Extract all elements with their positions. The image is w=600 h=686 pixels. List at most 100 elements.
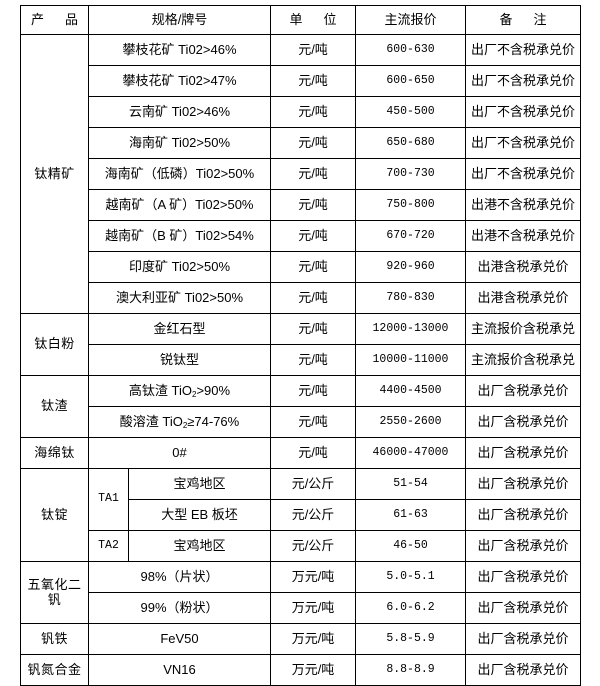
- remark-cell: 出厂含税承兑价: [465, 654, 581, 686]
- price-cell: 650-680: [355, 127, 466, 159]
- unit-cell: 万元/吨: [270, 623, 356, 655]
- spec-cell: 澳大利亚矿 Ti02>50%: [88, 282, 271, 314]
- spec-cell: 攀枝花矿 Ti02>46%: [88, 34, 271, 66]
- unit-cell: 元/吨: [270, 282, 356, 314]
- table-row: 钛精矿 攀枝花矿 Ti02>46% 元/吨 600-630 出厂不含税承兑价: [20, 34, 581, 314]
- product-name-cell: 钛锭: [20, 468, 89, 562]
- price-cell: 600-650: [355, 65, 466, 97]
- unit-cell: 元/吨: [270, 189, 356, 221]
- product-name-cell: 钛精矿: [20, 34, 89, 314]
- unit-cell: 元/吨: [270, 158, 356, 190]
- spec-cell: 海南矿 Ti02>50%: [88, 127, 271, 159]
- price-cell: 5.8-5.9: [355, 623, 466, 655]
- unit-cell: 元/吨: [270, 406, 356, 438]
- price-cell: 51-54: [355, 468, 466, 500]
- spec-cell: 越南矿（B 矿）Ti02>54%: [88, 220, 271, 252]
- product-name-cell: 钒铁: [20, 623, 89, 655]
- unit-cell: 元/吨: [270, 127, 356, 159]
- price-sheet: 产 品规格/牌号单 位主流报价备 注钛精矿 攀枝花矿 Ti02>46% 元/吨 600…: [20, 5, 581, 686]
- price-cell: 6.0-6.2: [355, 592, 466, 624]
- table-row: 99%（粉状） 万元/吨 6.0-6.2 出厂含税承兑价: [21, 592, 581, 624]
- grade-cell: TA1: [88, 468, 129, 531]
- product-name-cell: 钛渣: [20, 375, 89, 438]
- table-row: 钒氮合金 VN16 万元/吨 8.8-8.9 出厂含税承兑价: [20, 654, 581, 686]
- price-cell: 920-960: [355, 251, 466, 283]
- spec-cell: 高钛渣 TiO2>90%: [88, 375, 271, 407]
- table-row: 酸溶渣 TiO2≥74-76% 元/吨 2550-2600 出厂含税承兑价: [21, 406, 581, 438]
- remark-cell: 出厂含税承兑价: [465, 561, 581, 593]
- price-cell: 450-500: [355, 96, 466, 128]
- remark-cell: 出厂不含税承兑价: [465, 158, 581, 190]
- table-row: 钛渣 高钛渣 TiO2>90% 元/吨 4400-4500 出厂含税承兑价: [20, 375, 581, 438]
- price-cell: 670-720: [355, 220, 466, 252]
- titanium-vanadium-price-table: 产 品规格/牌号单 位主流报价备 注钛精矿 攀枝花矿 Ti02>46% 元/吨 600…: [20, 5, 581, 686]
- price-cell: 12000-13000: [355, 313, 466, 345]
- remark-cell: 出厂含税承兑价: [465, 499, 581, 531]
- unit-cell: 元/吨: [270, 34, 356, 66]
- remark-cell: 出港不含税承兑价: [465, 220, 581, 252]
- spec-cell: 大型 EB 板坯: [128, 499, 271, 531]
- spec-cell: 云南矿 Ti02>46%: [88, 96, 271, 128]
- table-row: 海南矿 Ti02>50% 元/吨 650-680 出厂不含税承兑价: [21, 127, 581, 159]
- unit-cell: 元/吨: [270, 65, 356, 97]
- unit-cell: 元/吨: [270, 344, 356, 376]
- remark-cell: 出港含税承兑价: [465, 282, 581, 314]
- table-row: 五氧化二钒 98%（片状） 万元/吨 5.0-5.1 出厂含税承兑价: [20, 561, 581, 624]
- table-row: 攀枝花矿 Ti02>47% 元/吨 600-650 出厂不含税承兑价: [21, 65, 581, 97]
- remark-cell: 出厂含税承兑价: [465, 530, 581, 562]
- product-name-cell: 钒氮合金: [20, 654, 89, 686]
- price-cell: 8.8-8.9: [355, 654, 466, 686]
- price-cell: 4400-4500: [355, 375, 466, 407]
- unit-cell: 元/吨: [270, 437, 356, 469]
- product-name-cell: 海绵钛: [20, 437, 89, 469]
- unit-cell: 元/吨: [270, 220, 356, 252]
- table-row: 锐钛型 元/吨 10000-11000 主流报价含税承兑: [21, 344, 581, 376]
- header-remark: 备 注: [465, 5, 581, 35]
- spec-cell: 海南矿（低磷）Ti02>50%: [88, 158, 271, 190]
- price-cell: 700-730: [355, 158, 466, 190]
- remark-cell: 出厂含税承兑价: [465, 468, 581, 500]
- unit-cell: 万元/吨: [270, 654, 356, 686]
- table-row: 印度矿 Ti02>50% 元/吨 920-960 出港含税承兑价: [21, 251, 581, 283]
- unit-cell: 元/公斤: [270, 499, 356, 531]
- unit-cell: 元/吨: [270, 96, 356, 128]
- spec-cell: 0#: [88, 437, 271, 469]
- header-price: 主流报价: [355, 5, 466, 35]
- table-row: 海绵钛 0# 元/吨 46000-47000 出厂含税承兑价: [20, 437, 581, 469]
- spec-cell: 99%（粉状）: [88, 592, 271, 624]
- table-row: 越南矿（A 矿）Ti02>50% 元/吨 750-800 出港不含税承兑价: [21, 189, 581, 221]
- table-row: TA2 宝鸡地区 元/公斤 46-50 出厂含税承兑价: [21, 530, 581, 562]
- product-name-cell: 钛白粉: [20, 313, 89, 376]
- spec-cell: 攀枝花矿 Ti02>47%: [88, 65, 271, 97]
- table-row: 钛白粉 金红石型 元/吨 12000-13000 主流报价含税承兑: [20, 313, 581, 376]
- spec-cell: VN16: [88, 654, 271, 686]
- remark-cell: 出厂不含税承兑价: [465, 96, 581, 128]
- price-cell: 61-63: [355, 499, 466, 531]
- table-row: 海南矿（低磷）Ti02>50% 元/吨 700-730 出厂不含税承兑价: [21, 158, 581, 190]
- unit-cell: 元/吨: [270, 313, 356, 345]
- table-row: 越南矿（B 矿）Ti02>54% 元/吨 670-720 出港不含税承兑价: [21, 220, 581, 252]
- spec-cell: 金红石型: [88, 313, 271, 345]
- remark-cell: 出厂不含税承兑价: [465, 127, 581, 159]
- price-cell: 780-830: [355, 282, 466, 314]
- price-cell: 46000-47000: [355, 437, 466, 469]
- price-cell: 5.0-5.1: [355, 561, 466, 593]
- spec-cell: 酸溶渣 TiO2≥74-76%: [88, 406, 271, 438]
- spec-cell: FeV50: [88, 623, 271, 655]
- remark-cell: 出厂含税承兑价: [465, 406, 581, 438]
- table-row: 澳大利亚矿 Ti02>50% 元/吨 780-830 出港含税承兑价: [21, 282, 581, 314]
- header-unit: 单 位: [270, 5, 356, 35]
- spec-cell: 宝鸡地区: [128, 468, 271, 500]
- spec-cell: 98%（片状）: [88, 561, 271, 593]
- remark-cell: 出厂不含税承兑价: [465, 34, 581, 66]
- grade-cell: TA2: [88, 530, 129, 562]
- price-cell: 10000-11000: [355, 344, 466, 376]
- remark-cell: 出港含税承兑价: [465, 251, 581, 283]
- price-cell: 2550-2600: [355, 406, 466, 438]
- table-header-row: 产 品规格/牌号单 位主流报价备 注: [20, 5, 581, 35]
- spec-cell: 印度矿 Ti02>50%: [88, 251, 271, 283]
- table-row: 云南矿 Ti02>46% 元/吨 450-500 出厂不含税承兑价: [21, 96, 581, 128]
- remark-cell: 主流报价含税承兑: [465, 313, 581, 345]
- remark-cell: 出港不含税承兑价: [465, 189, 581, 221]
- remark-cell: 出厂含税承兑价: [465, 592, 581, 624]
